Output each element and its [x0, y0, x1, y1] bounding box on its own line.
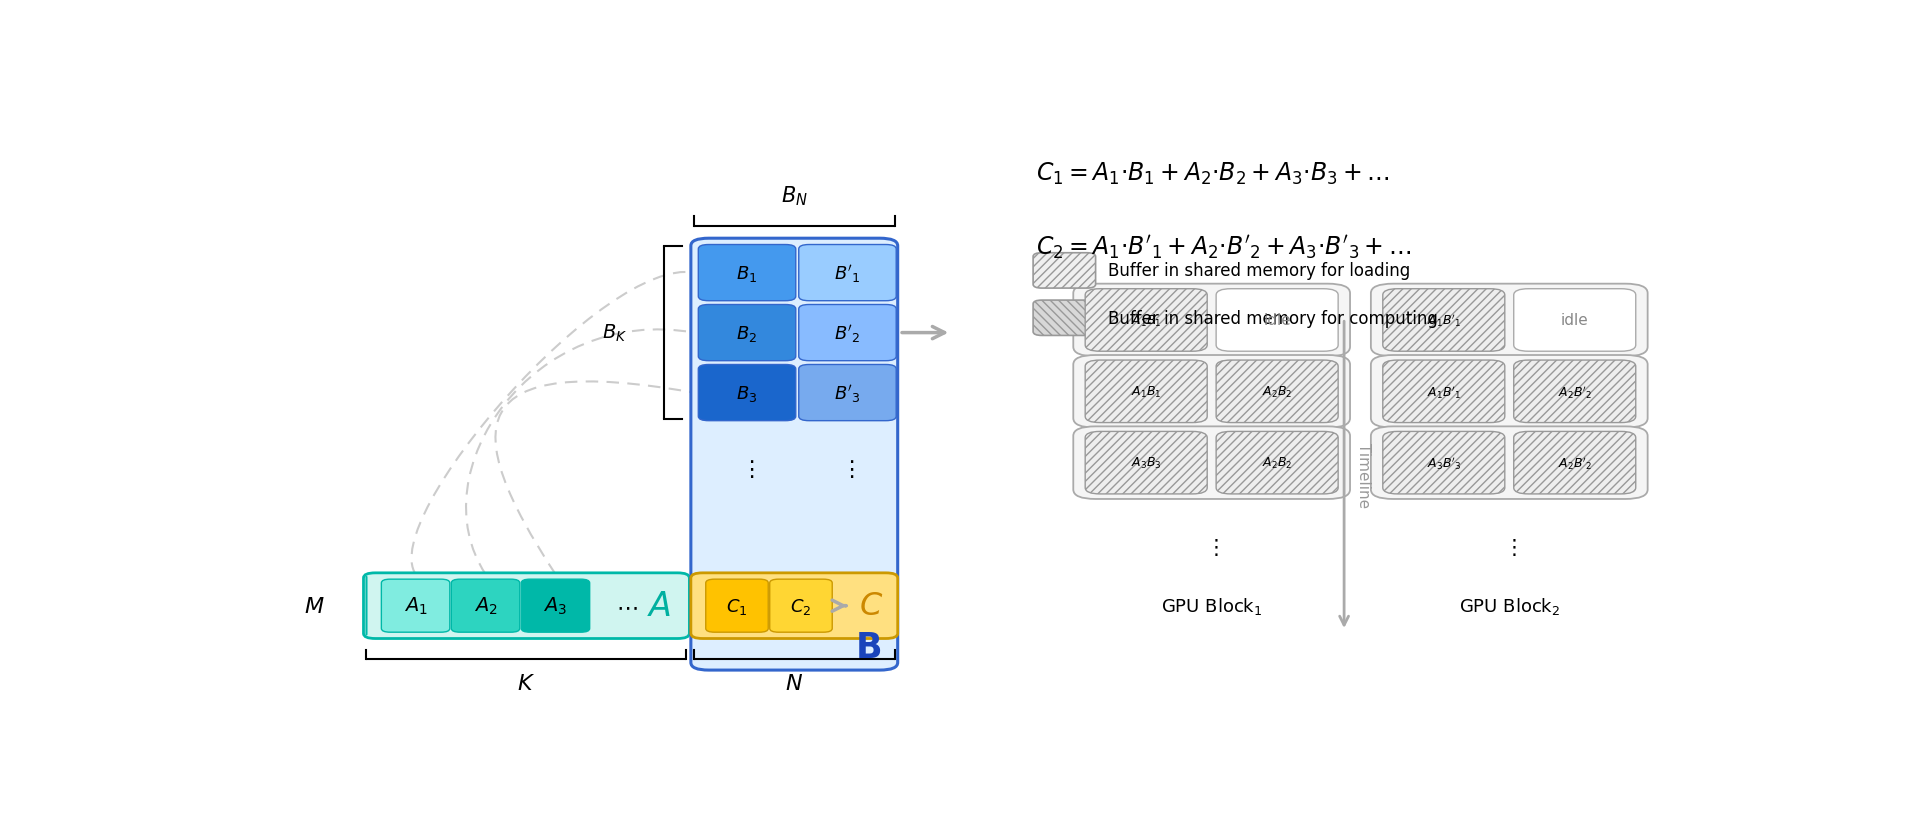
Text: $B_K$: $B_K$: [601, 323, 626, 344]
FancyBboxPatch shape: [1085, 432, 1208, 495]
Text: $B_N$: $B_N$: [781, 183, 808, 207]
FancyBboxPatch shape: [1073, 355, 1350, 428]
FancyBboxPatch shape: [1513, 432, 1636, 495]
FancyBboxPatch shape: [1033, 301, 1096, 336]
Text: $\vdots$: $\vdots$: [1206, 536, 1219, 557]
FancyBboxPatch shape: [1513, 289, 1636, 352]
FancyBboxPatch shape: [1215, 360, 1338, 423]
FancyBboxPatch shape: [770, 580, 831, 632]
FancyBboxPatch shape: [1085, 360, 1208, 423]
FancyBboxPatch shape: [363, 573, 689, 639]
Text: $K$: $K$: [516, 673, 536, 694]
FancyBboxPatch shape: [382, 580, 449, 632]
Text: $B_2$: $B_2$: [737, 324, 758, 343]
Text: GPU Block$_1$: GPU Block$_1$: [1162, 595, 1261, 617]
Text: $B_3$: $B_3$: [737, 383, 758, 403]
FancyBboxPatch shape: [691, 239, 899, 670]
Text: $A_3B_3$: $A_3B_3$: [1131, 455, 1162, 471]
Text: $C_1=A_1{\cdot}B_1+A_2{\cdot}B_2+A_3{\cdot}B_3+\ldots$: $C_1=A_1{\cdot}B_1+A_2{\cdot}B_2+A_3{\cd…: [1037, 161, 1390, 187]
FancyBboxPatch shape: [1382, 289, 1505, 352]
FancyBboxPatch shape: [1371, 355, 1647, 428]
FancyBboxPatch shape: [1073, 284, 1350, 357]
Text: $B'_2$: $B'_2$: [833, 322, 860, 344]
Text: $N$: $N$: [785, 673, 803, 694]
Text: Timeline: Timeline: [1356, 442, 1371, 508]
FancyBboxPatch shape: [1033, 253, 1096, 289]
Text: $\vdots$: $\vdots$: [1503, 536, 1517, 557]
FancyBboxPatch shape: [451, 580, 520, 632]
Text: $B'_1$: $B'_1$: [833, 262, 860, 284]
FancyBboxPatch shape: [699, 245, 795, 301]
FancyBboxPatch shape: [1513, 360, 1636, 423]
Text: $\mathbf{B}$: $\mathbf{B}$: [854, 630, 881, 664]
FancyBboxPatch shape: [691, 573, 899, 639]
Text: $A_1B_1$: $A_1B_1$: [1131, 384, 1162, 400]
Text: $A_1B'_1$: $A_1B'_1$: [1427, 383, 1461, 400]
Text: $A_2B_2$: $A_2B_2$: [1261, 455, 1292, 471]
FancyBboxPatch shape: [1371, 284, 1647, 357]
FancyBboxPatch shape: [799, 305, 897, 361]
FancyBboxPatch shape: [1085, 289, 1208, 352]
Text: $\cdots$: $\cdots$: [616, 596, 637, 616]
Text: $A_1B_1$: $A_1B_1$: [1131, 313, 1162, 328]
FancyBboxPatch shape: [1215, 289, 1338, 352]
Text: $A_2B'_2$: $A_2B'_2$: [1557, 455, 1592, 472]
Text: $C_1$: $C_1$: [726, 596, 747, 616]
FancyBboxPatch shape: [1382, 432, 1505, 495]
Text: $A_1$: $A_1$: [403, 595, 428, 617]
FancyBboxPatch shape: [1073, 427, 1350, 500]
Text: $A_3$: $A_3$: [543, 595, 568, 617]
Text: $A_2$: $A_2$: [474, 595, 497, 617]
Text: $A_2B'_2$: $A_2B'_2$: [1557, 383, 1592, 400]
FancyBboxPatch shape: [707, 580, 768, 632]
Text: idle: idle: [1561, 313, 1588, 328]
FancyBboxPatch shape: [699, 305, 795, 361]
Text: idle: idle: [1263, 313, 1290, 328]
FancyBboxPatch shape: [1371, 427, 1647, 500]
Text: $B_1$: $B_1$: [737, 263, 758, 283]
Text: $M$: $M$: [303, 596, 324, 616]
Text: $A_2B_2$: $A_2B_2$: [1261, 384, 1292, 400]
Text: $\mathit{A}$: $\mathit{A}$: [647, 590, 672, 622]
FancyBboxPatch shape: [699, 365, 795, 421]
Text: $\mathit{C}$: $\mathit{C}$: [858, 590, 883, 622]
Text: Buffer in shared memory for computing: Buffer in shared memory for computing: [1108, 310, 1438, 328]
FancyBboxPatch shape: [1215, 432, 1338, 495]
Text: GPU Block$_2$: GPU Block$_2$: [1459, 595, 1559, 617]
FancyBboxPatch shape: [799, 365, 897, 421]
Text: $\vdots$: $\vdots$: [739, 457, 755, 479]
FancyBboxPatch shape: [520, 580, 589, 632]
Text: $\vdots$: $\vdots$: [841, 457, 854, 479]
Text: $C_2=A_1{\cdot}B'_1+A_2{\cdot}B'_2+A_3{\cdot}B'_3+\ldots$: $C_2=A_1{\cdot}B'_1+A_2{\cdot}B'_2+A_3{\…: [1037, 233, 1411, 260]
FancyBboxPatch shape: [799, 245, 897, 301]
FancyBboxPatch shape: [1382, 360, 1505, 423]
Text: $C_2$: $C_2$: [791, 596, 812, 616]
Text: $A_1B'_1$: $A_1B'_1$: [1427, 312, 1461, 329]
Text: $A_3B'_3$: $A_3B'_3$: [1427, 455, 1461, 472]
Text: $B'_3$: $B'_3$: [833, 382, 860, 404]
Text: Buffer in shared memory for loading: Buffer in shared memory for loading: [1108, 262, 1409, 280]
